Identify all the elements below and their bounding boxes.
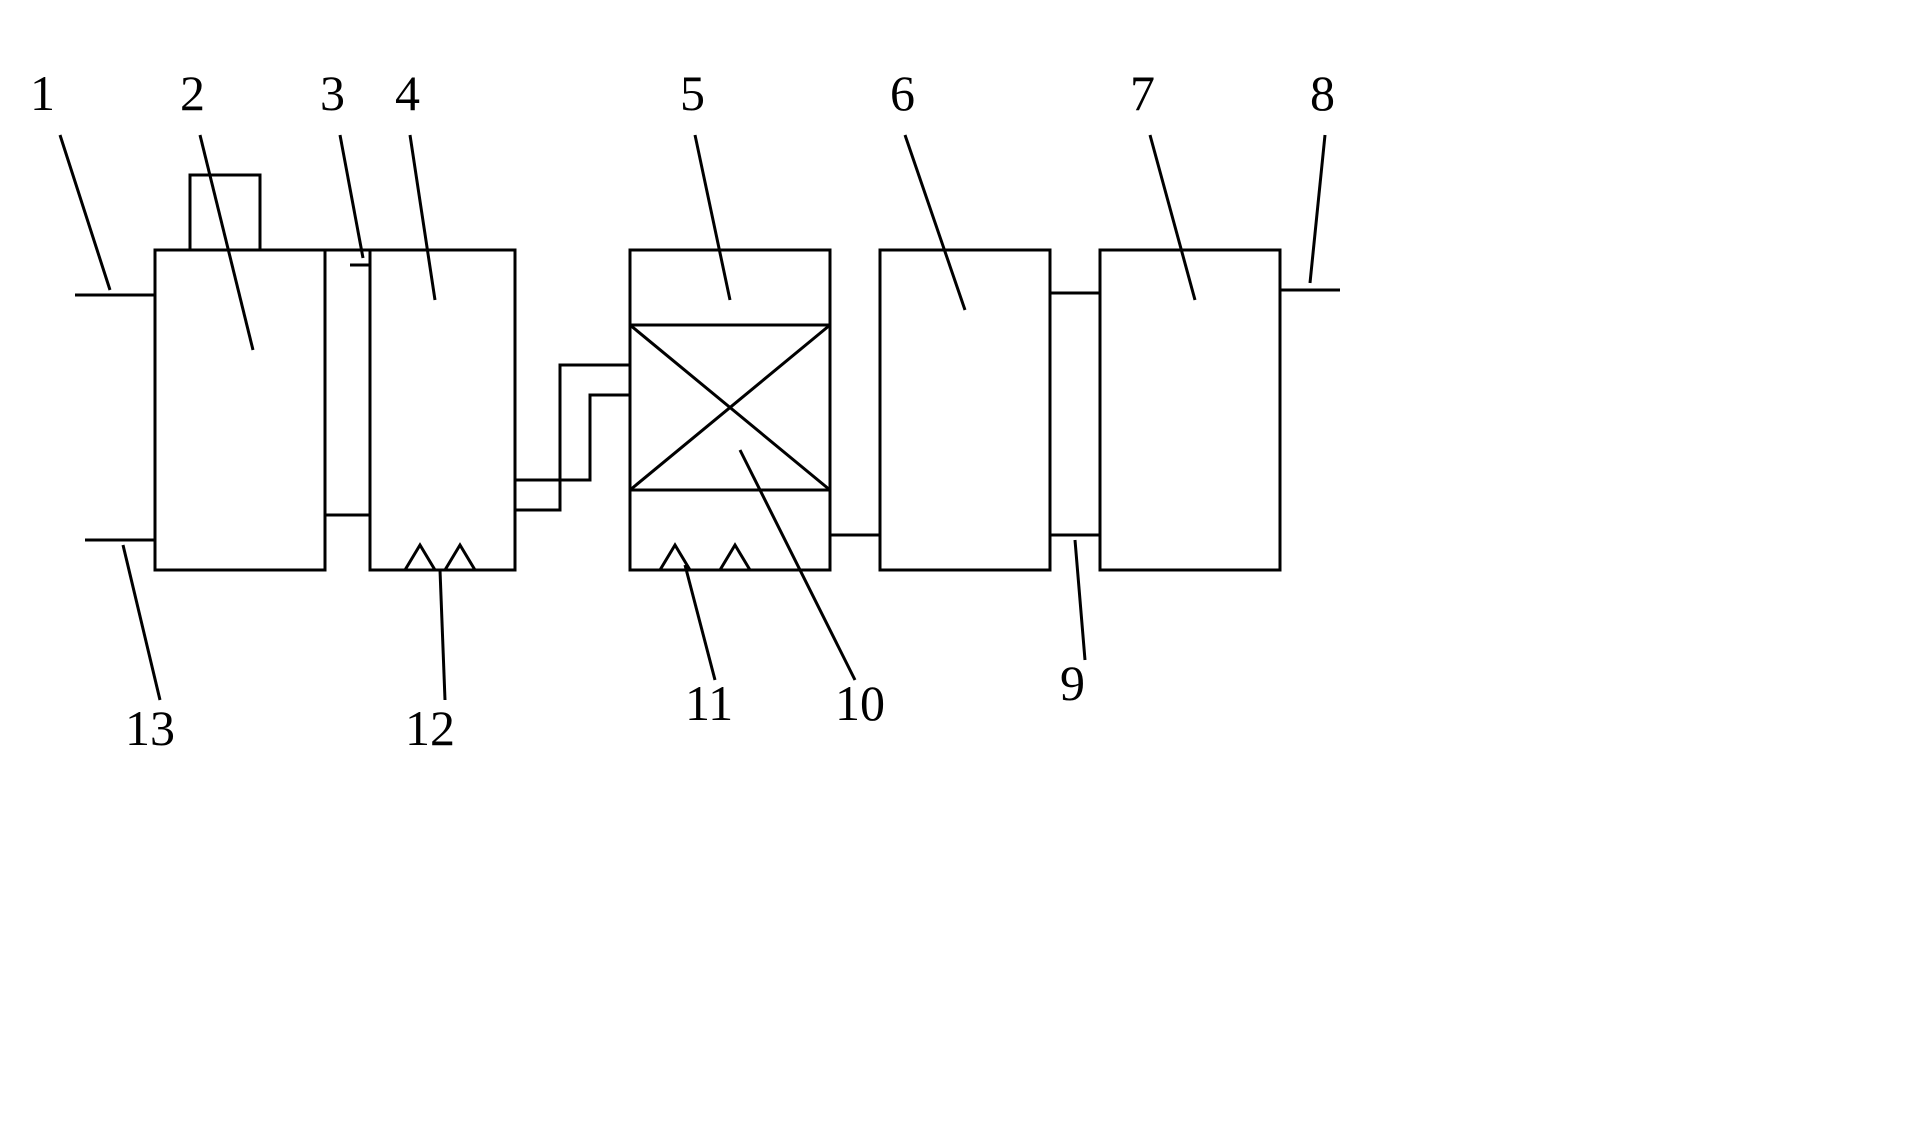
- label-9: 9: [1060, 655, 1085, 711]
- box-7: [1100, 250, 1280, 570]
- label-13: 13: [125, 700, 175, 756]
- label-11: 11: [685, 675, 733, 731]
- triangle-b4-0: [405, 545, 435, 570]
- leader-10: [740, 450, 855, 680]
- label-1: 1: [30, 65, 55, 121]
- leader-8: [1310, 135, 1325, 283]
- leader-12: [440, 570, 445, 700]
- triangle-b5-1: [720, 545, 750, 570]
- triangle-b4-1: [445, 545, 475, 570]
- pipe-45-outer: [515, 365, 630, 510]
- leader-2: [200, 135, 253, 350]
- label-10: 10: [835, 675, 885, 731]
- leader-3: [340, 135, 363, 258]
- label-2: 2: [180, 65, 205, 121]
- label-12: 12: [405, 700, 455, 756]
- box-4: [370, 250, 515, 570]
- leader-9: [1075, 540, 1085, 660]
- label-3: 3: [320, 65, 345, 121]
- label-7: 7: [1130, 65, 1155, 121]
- label-6: 6: [890, 65, 915, 121]
- label-8: 8: [1310, 65, 1335, 121]
- label-4: 4: [395, 65, 420, 121]
- box-6: [880, 250, 1050, 570]
- label-5: 5: [680, 65, 705, 121]
- leader-6: [905, 135, 965, 310]
- leader-11: [685, 565, 715, 680]
- leader-7: [1150, 135, 1195, 300]
- leader-4: [410, 135, 435, 300]
- leader-1: [60, 135, 110, 290]
- leader-5: [695, 135, 730, 300]
- pipe-45-inner: [515, 395, 630, 480]
